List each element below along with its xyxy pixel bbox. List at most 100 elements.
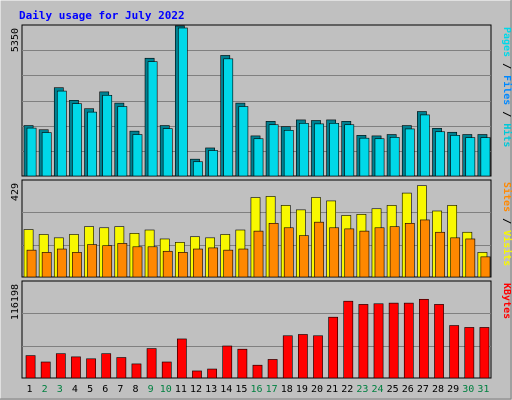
series-label-part: Visits — [501, 230, 512, 266]
kbytes-bar — [116, 357, 127, 379]
x-tick-label: 14 — [220, 384, 232, 395]
files-bar — [132, 134, 143, 177]
files-bar — [420, 114, 430, 177]
x-tick-label: 24 — [372, 384, 384, 395]
files-bar — [253, 138, 264, 177]
x-tick-label: 20 — [311, 384, 323, 395]
kbytes-bar — [449, 325, 460, 379]
panel-max-label: 429 — [10, 183, 21, 201]
sites-bar — [329, 227, 340, 278]
x-tick-label: 4 — [72, 384, 78, 395]
series-label-part: / — [501, 105, 512, 123]
kbytes-bar — [328, 316, 339, 379]
panel-max-label: 5350 — [10, 28, 21, 52]
kbytes-bar — [86, 358, 96, 379]
panel-series-label: Sites / Visits — [501, 182, 512, 266]
files-bar — [193, 161, 203, 177]
sites-bar — [223, 249, 234, 278]
x-tick-label: 25 — [387, 384, 399, 395]
sites-bar — [253, 230, 264, 278]
files-bar — [223, 58, 234, 177]
sites-bar — [72, 252, 82, 278]
x-tick-label: 3 — [57, 384, 63, 395]
sites-bar — [404, 222, 415, 278]
files-bar — [374, 138, 385, 177]
kbytes-bar — [298, 334, 308, 379]
x-tick-label: 17 — [266, 384, 278, 395]
x-tick-label: 30 — [462, 384, 474, 395]
files-bar — [329, 123, 340, 177]
series-label-part: / — [501, 212, 512, 230]
sites-bar — [56, 248, 67, 278]
kbytes-bar — [222, 345, 233, 379]
kbytes-bar — [419, 298, 429, 379]
files-bar — [268, 124, 279, 177]
files-bar — [41, 132, 52, 177]
x-tick-label: 1 — [27, 384, 33, 395]
files-bar — [238, 106, 249, 177]
x-tick-label: 12 — [190, 384, 202, 395]
series-label-part: KBytes — [501, 283, 512, 319]
kbytes-bar — [267, 359, 278, 379]
kbytes-bar — [101, 353, 112, 379]
panel-series-label: KBytes — [501, 283, 512, 319]
files-bar — [162, 128, 173, 177]
sites-bar — [299, 235, 309, 278]
kbytes-bar — [479, 327, 490, 379]
sites-bar — [193, 248, 203, 278]
sites-bar — [359, 230, 370, 278]
x-tick-label: 18 — [281, 384, 293, 395]
kbytes-bar — [373, 303, 384, 379]
panel-series-label: Pages / Files / Hits — [501, 27, 512, 147]
x-tick-label: 6 — [102, 384, 108, 395]
x-tick-label: 31 — [477, 384, 489, 395]
kbytes-bar — [388, 302, 399, 379]
x-tick-label: 21 — [326, 384, 338, 395]
sites-bar — [435, 231, 445, 278]
sites-bar — [238, 248, 249, 278]
files-bar — [87, 111, 97, 177]
sites-bar — [147, 246, 158, 278]
x-tick-label: 2 — [42, 384, 48, 395]
files-bar — [283, 130, 294, 177]
files-bar — [177, 27, 188, 177]
kbytes-bar — [192, 370, 202, 379]
panel-kbytes: 116198 KBytes — [10, 280, 512, 379]
kbytes-bar — [237, 348, 248, 379]
chart-panels: 5350 Pages / Files / Hits 429 Sites / Visit… — [10, 24, 512, 379]
sites-bar — [132, 246, 143, 278]
sites-bar — [87, 244, 97, 278]
series-label-part: Sites — [501, 182, 512, 212]
x-tick-label: 5 — [87, 384, 93, 395]
kbytes-bar — [146, 348, 157, 379]
sites-bar — [102, 245, 113, 278]
kbytes-bar — [434, 304, 444, 379]
sites-bar — [450, 237, 461, 278]
kbytes-bar — [343, 300, 354, 379]
kbytes-bar — [161, 361, 172, 379]
x-tick-label: 23 — [356, 384, 368, 395]
kbytes-bar — [55, 353, 66, 379]
series-label-part: Pages — [501, 27, 512, 57]
sites-bar — [374, 227, 385, 278]
files-bar — [450, 135, 461, 177]
kbytes-bar — [71, 356, 81, 379]
files-bar — [117, 106, 128, 177]
files-bar — [465, 137, 476, 177]
kbytes-bar — [358, 304, 369, 379]
sites-bar — [420, 219, 430, 278]
kbytes-bar — [313, 335, 323, 379]
x-tick-label: 29 — [447, 384, 459, 395]
sites-bar — [344, 228, 355, 278]
kbytes-bar — [131, 363, 142, 379]
series-label-part: Files — [501, 75, 512, 105]
x-tick-label: 26 — [402, 384, 414, 395]
x-axis: 1 2 3 4 5 6 7 8 9 10 11 12 13 14 15 16 17 18 19 20 21 22 23 24 2… — [27, 384, 490, 395]
files-bar — [314, 123, 324, 177]
panel-sites-visits: 429 Sites / Visits — [10, 179, 512, 278]
x-tick-label: 13 — [205, 384, 217, 395]
x-tick-label: 7 — [117, 384, 123, 395]
kbytes-bar — [464, 327, 475, 379]
files-bar — [56, 90, 67, 177]
panel-max-label: 116198 — [10, 284, 21, 320]
